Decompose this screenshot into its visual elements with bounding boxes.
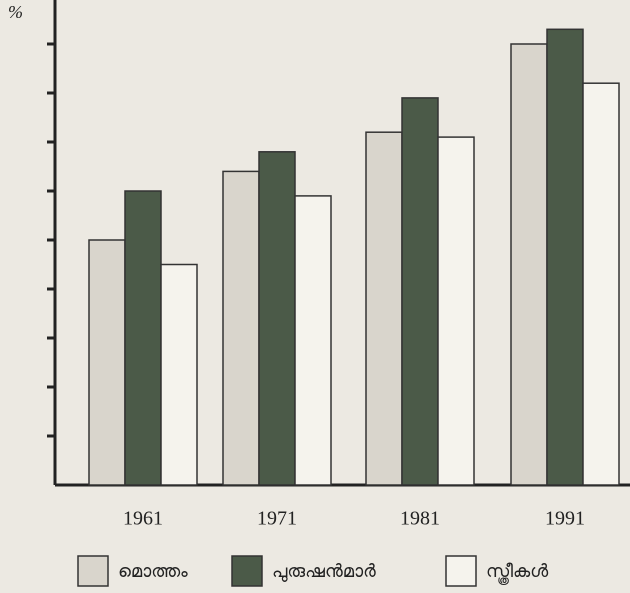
x-tick-label: 1991 [545,508,585,530]
bar [546,28,584,486]
bar [437,136,475,486]
legend-swatch [445,555,477,587]
x-tick-label: 1971 [257,508,297,530]
legend-label: സ്ത്രീകൾ [486,561,549,585]
bar [258,151,296,486]
legend-label: മൊത്തം [118,561,188,582]
legend-swatch [77,555,109,587]
bar [124,190,162,486]
bar [88,239,126,486]
bar [222,170,260,486]
bar [510,43,548,486]
y-axis-label: % [8,2,23,22]
legend-swatch [231,555,263,587]
bar [401,97,439,486]
legend-label: പുരുഷൻമാർ [272,561,376,582]
bar [582,82,620,486]
bar [294,195,332,486]
bar [365,131,403,486]
x-tick-label: 1981 [400,508,440,530]
x-tick-label: 1961 [123,508,163,530]
bar [160,263,198,486]
